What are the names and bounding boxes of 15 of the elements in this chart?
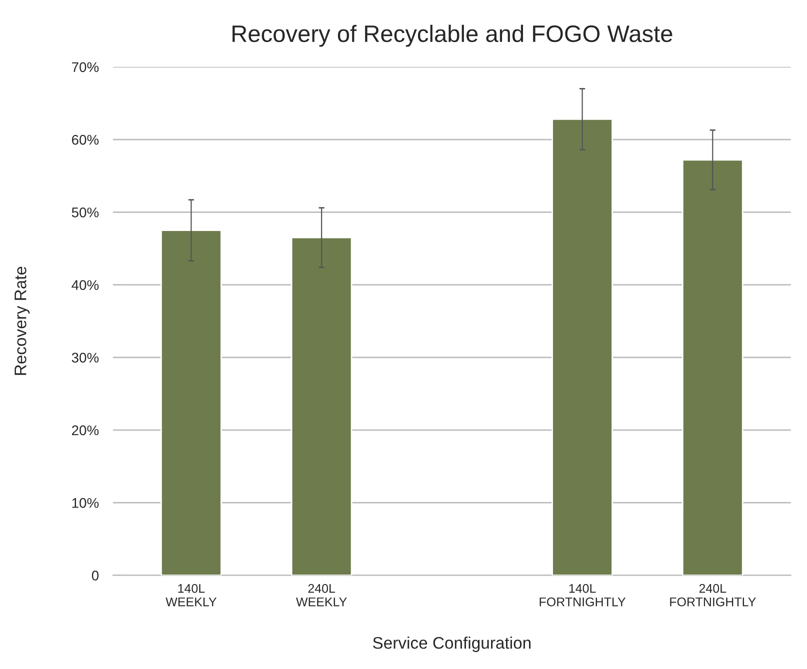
x-tick-label: 140L FORTNIGHTLY [540, 584, 626, 606]
y-tick-label: 20% [72, 425, 99, 436]
y-tick-label: 70% [72, 62, 99, 72]
y-tick-label: 50% [72, 208, 99, 218]
x-tick-label: 240L FORTNIGHTLY [670, 584, 756, 606]
y-tick-label: 10% [72, 498, 99, 508]
y-tick-label: 0 [92, 570, 99, 581]
x-tick-label: 140L WEEKLY [166, 584, 217, 606]
y-tick-label: 30% [72, 352, 99, 363]
x-tick-label: 240L WEEKLY [296, 584, 347, 606]
y-tick-label: 60% [72, 134, 99, 145]
x-axis-title: Service Configuration [373, 636, 531, 652]
y-tick-label: 40% [72, 280, 99, 290]
y-axis-title: Recovery Rate [14, 266, 30, 375]
chart-title: Recovery of Recyclable and FOGO Waste [232, 24, 672, 47]
